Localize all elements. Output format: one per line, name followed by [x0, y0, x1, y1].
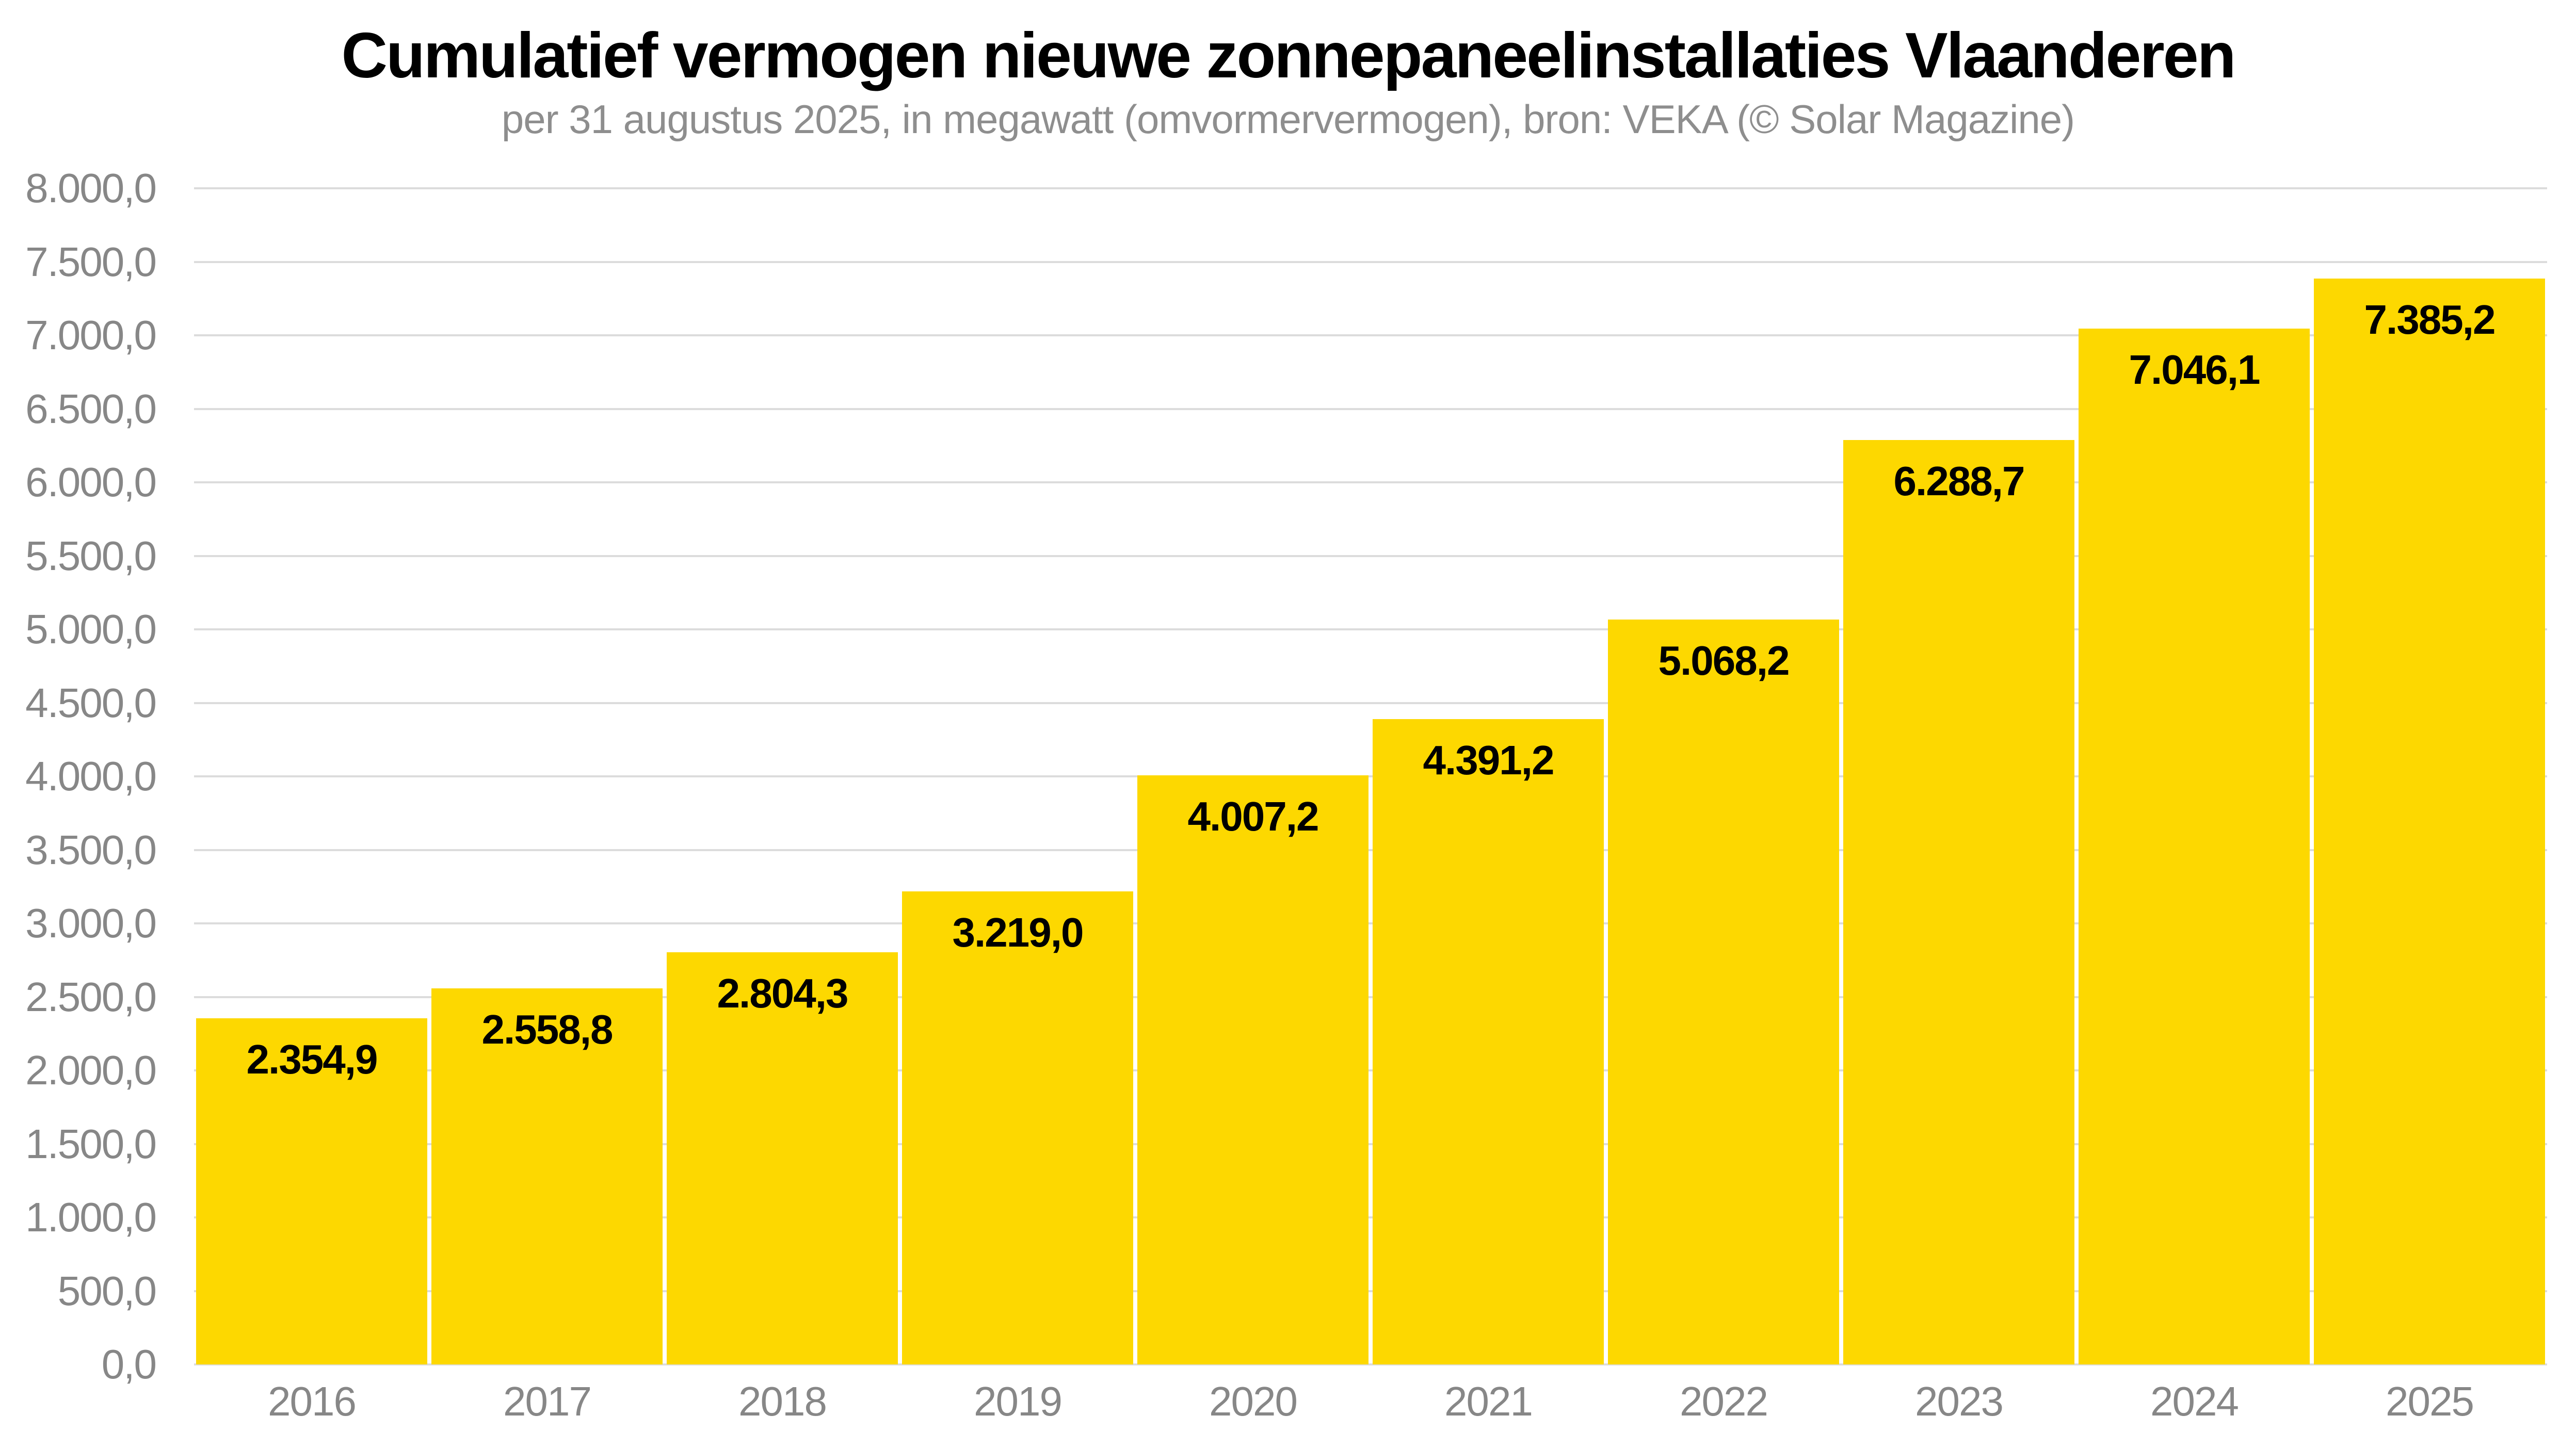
y-axis-label: 0,0 — [101, 1341, 157, 1387]
bar-value-label-2019: 3.219,0 — [952, 909, 1084, 955]
y-axis-label: 1.500,0 — [25, 1120, 157, 1167]
gridline — [194, 555, 2547, 557]
bar-2023 — [1843, 440, 2074, 1364]
gridline — [194, 702, 2547, 704]
bar-2017 — [431, 988, 663, 1364]
y-axis-label: 7.000,0 — [25, 312, 157, 358]
bar-2022 — [1608, 619, 1839, 1364]
y-axis-label: 5.500,0 — [25, 532, 157, 579]
gridline — [194, 775, 2547, 777]
bar-value-label-2016: 2.354,9 — [246, 1036, 378, 1082]
x-axis-label-2025: 2025 — [2386, 1378, 2474, 1424]
gridline — [194, 1290, 2547, 1292]
y-axis-label: 2.500,0 — [25, 973, 157, 1020]
gridline — [194, 481, 2547, 483]
gridline — [194, 1069, 2547, 1071]
bar-value-label-2021: 4.391,2 — [1423, 737, 1555, 783]
bar-value-label-2024: 7.046,1 — [2129, 346, 2261, 393]
bar-2016 — [196, 1018, 427, 1364]
y-axis-label: 1.000,0 — [25, 1194, 157, 1240]
gridline — [194, 187, 2547, 189]
y-axis-label: 3.000,0 — [25, 900, 157, 946]
y-axis-label: 5.000,0 — [25, 606, 157, 652]
bar-value-label-2023: 6.288,7 — [1893, 458, 2025, 504]
bar-value-label-2020: 4.007,2 — [1187, 793, 1319, 839]
bar-2025 — [2314, 279, 2545, 1364]
x-axis-label-2018: 2018 — [738, 1378, 827, 1424]
y-axis-label: 6.500,0 — [25, 385, 157, 432]
gridline — [194, 849, 2547, 851]
y-axis-label: 4.500,0 — [25, 679, 157, 726]
bar-value-label-2018: 2.804,3 — [717, 970, 849, 1016]
x-axis-label-2021: 2021 — [1444, 1378, 1533, 1424]
bar-2020 — [1137, 775, 1369, 1364]
gridline — [194, 1216, 2547, 1218]
y-axis-label: 3.500,0 — [25, 826, 157, 873]
bar-2021 — [1373, 719, 1604, 1364]
gridline — [194, 1143, 2547, 1145]
y-axis-label: 6.000,0 — [25, 459, 157, 505]
y-axis-label: 7.500,0 — [25, 238, 157, 285]
chart-subtitle: per 31 augustus 2025, in megawatt (omvor… — [501, 96, 2075, 142]
gridline — [194, 1363, 2547, 1365]
bar-value-label-2017: 2.558,8 — [481, 1006, 614, 1052]
x-axis-label-2023: 2023 — [1915, 1378, 2004, 1424]
x-axis-label-2024: 2024 — [2150, 1378, 2239, 1424]
gridline — [194, 996, 2547, 998]
bar-value-label-2025: 7.385,2 — [2364, 297, 2496, 343]
gridline — [194, 628, 2547, 630]
y-axis-label: 4.000,0 — [25, 753, 157, 799]
x-axis-label-2017: 2017 — [503, 1378, 592, 1424]
gridline — [194, 408, 2547, 410]
bar-value-label-2022: 5.068,2 — [1658, 637, 1790, 684]
y-axis-label: 2.000,0 — [25, 1047, 157, 1093]
gridline — [194, 261, 2547, 263]
x-axis-label-2016: 2016 — [268, 1378, 357, 1424]
bar-2019 — [902, 891, 1133, 1364]
gridline — [194, 922, 2547, 924]
x-axis-label-2019: 2019 — [974, 1378, 1062, 1424]
bar-2024 — [2079, 328, 2310, 1364]
y-axis-label: 500,0 — [57, 1267, 157, 1314]
x-axis-label-2020: 2020 — [1209, 1378, 1298, 1424]
x-axis-label-2022: 2022 — [1680, 1378, 1768, 1424]
bar-2018 — [667, 952, 898, 1364]
gridline — [194, 334, 2547, 336]
chart-title: Cumulatief vermogen nieuwe zonnepaneelin… — [341, 20, 2236, 91]
y-axis-label: 8.000,0 — [25, 165, 157, 211]
